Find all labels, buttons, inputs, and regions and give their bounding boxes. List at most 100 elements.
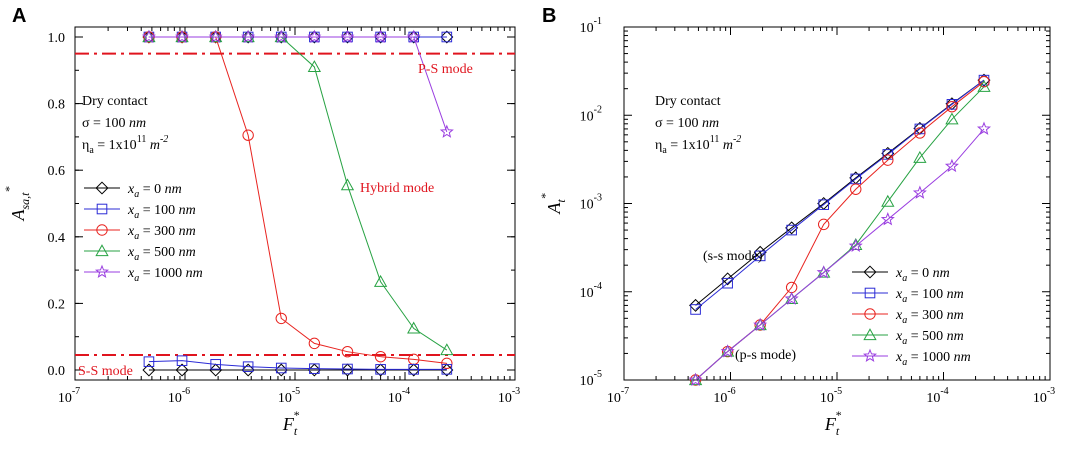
legend-label: xa = 500 nm bbox=[127, 245, 196, 263]
data-point bbox=[753, 317, 768, 331]
data-point bbox=[441, 364, 453, 375]
legend-unit: nm bbox=[179, 203, 196, 218]
data-point bbox=[688, 372, 703, 386]
legend-item: xa = 0 nm bbox=[84, 181, 182, 200]
legend-sub: a bbox=[134, 252, 139, 263]
legend-label: xa = 300 nm bbox=[895, 308, 964, 326]
legend-item: xa = 0 nm bbox=[852, 265, 950, 284]
axis-sub: t bbox=[836, 424, 840, 438]
y-tick-label: 10-1 bbox=[580, 16, 602, 36]
tick-base: 10 bbox=[580, 198, 594, 213]
legend-var: x bbox=[895, 350, 903, 365]
data-point bbox=[374, 350, 387, 363]
data-point bbox=[880, 212, 895, 226]
tick-exponent: -2 bbox=[594, 104, 602, 115]
data-point bbox=[308, 337, 321, 350]
legend-item: xa = 300 nm bbox=[852, 308, 964, 326]
data-point bbox=[209, 30, 223, 43]
tick-exponent: -7 bbox=[72, 386, 80, 397]
legend-unit: nm bbox=[947, 308, 964, 323]
annotation-sup: -2 bbox=[733, 134, 741, 145]
data-point bbox=[848, 238, 863, 252]
annotation-unit: nm bbox=[129, 116, 146, 131]
axis-main: A bbox=[544, 202, 564, 215]
axis-sup: * bbox=[293, 408, 299, 422]
data-point bbox=[441, 31, 453, 43]
legend-sub: a bbox=[902, 336, 907, 347]
legend-unit: nm bbox=[186, 266, 203, 281]
x-axis-title: Ft * bbox=[824, 408, 841, 438]
axis-sub: t bbox=[294, 424, 298, 438]
annotation-sup: 11 bbox=[137, 134, 147, 145]
legend-unit: nm bbox=[933, 266, 950, 281]
annotation-line: Dry contact bbox=[82, 94, 148, 109]
data-point bbox=[210, 359, 221, 370]
data-point bbox=[408, 364, 420, 375]
data-point bbox=[274, 29, 289, 43]
data-point bbox=[976, 121, 992, 135]
annotation-text: = 1x10 bbox=[667, 138, 710, 153]
data-point bbox=[440, 343, 454, 356]
tick-exponent: -5 bbox=[292, 386, 300, 397]
data-point bbox=[690, 304, 701, 315]
legend-var: x bbox=[895, 266, 903, 281]
tick-base: 10 bbox=[580, 374, 594, 389]
annotation-unit: nm bbox=[702, 116, 719, 131]
y-tick-label: 0.2 bbox=[48, 297, 66, 312]
tick-exponent: -6 bbox=[727, 386, 735, 397]
data-point bbox=[977, 79, 991, 92]
axis-sup: * bbox=[835, 408, 841, 422]
data-point bbox=[373, 274, 388, 287]
tick-exponent: -7 bbox=[621, 386, 629, 397]
data-point bbox=[274, 30, 288, 43]
annotation-unit: m bbox=[146, 138, 160, 153]
tick-base: 10 bbox=[713, 391, 727, 406]
legend-value: = 0 bbox=[139, 182, 164, 197]
tick-exponent: -3 bbox=[512, 386, 520, 397]
data-point bbox=[912, 185, 927, 199]
x-tick-label: 10-4 bbox=[388, 386, 410, 406]
y-tick-label: 10-2 bbox=[580, 104, 602, 124]
data-point bbox=[141, 29, 156, 43]
data-point bbox=[440, 30, 454, 44]
annotation-line: ηa = 1x1011 m-2 bbox=[82, 134, 168, 156]
annotation-sup: 11 bbox=[710, 134, 720, 145]
tick-exponent: -3 bbox=[1047, 386, 1055, 397]
data-point bbox=[407, 321, 421, 334]
tick-base: 10 bbox=[607, 391, 621, 406]
data-point bbox=[441, 357, 453, 370]
x-tick-label: 10-5 bbox=[820, 386, 842, 406]
tick-base: 10 bbox=[926, 391, 940, 406]
annotation-text: η bbox=[82, 138, 89, 153]
x-tick-label: 10-4 bbox=[926, 386, 948, 406]
legend-label: xa = 1000 nm bbox=[895, 350, 971, 368]
annotation-unit: m bbox=[719, 138, 733, 153]
annotation-sub: a bbox=[89, 145, 94, 156]
data-point bbox=[373, 29, 388, 43]
legend-label: xa = 300 nm bbox=[127, 224, 196, 242]
legend-marker bbox=[96, 203, 108, 215]
y-tick-label: 10-5 bbox=[580, 369, 602, 389]
data-point bbox=[175, 30, 189, 43]
tick-base: 10 bbox=[168, 391, 182, 406]
data-point bbox=[818, 199, 829, 210]
data-point bbox=[688, 373, 703, 386]
legend-unit: nm bbox=[179, 245, 196, 260]
legend-value: = 500 bbox=[907, 329, 946, 344]
data-point bbox=[375, 364, 386, 375]
tick-base: 10 bbox=[820, 391, 834, 406]
tick-base: 10 bbox=[58, 391, 72, 406]
axis-main: F bbox=[824, 414, 837, 434]
legend-sub: a bbox=[134, 231, 139, 242]
legend-label: xa = 0 nm bbox=[895, 266, 950, 284]
tick-base: 10 bbox=[388, 391, 402, 406]
legend-sub: a bbox=[134, 189, 139, 200]
data-point bbox=[720, 344, 735, 357]
data-point bbox=[689, 298, 703, 312]
plot-frame bbox=[623, 26, 1051, 381]
x-tick-label: 10-7 bbox=[607, 386, 629, 406]
axis-sub: sa,t bbox=[18, 192, 32, 210]
data-point bbox=[242, 361, 254, 372]
